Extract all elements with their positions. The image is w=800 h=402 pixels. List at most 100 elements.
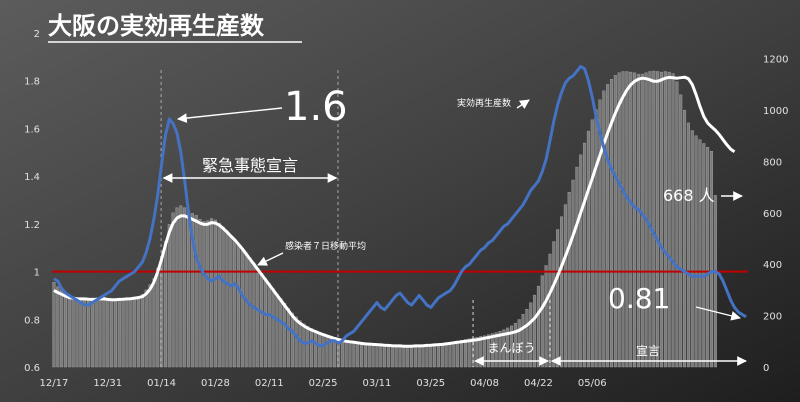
case-bar [648, 71, 652, 368]
case-bar [63, 293, 67, 368]
case-bar [444, 342, 448, 368]
case-bar [340, 339, 344, 368]
case-bar [363, 343, 367, 368]
case-bar [244, 252, 248, 368]
case-bar [236, 243, 241, 368]
case-bar [348, 341, 352, 368]
case-bar [56, 286, 60, 368]
case-bar [594, 109, 598, 368]
today-cases-label: 668 人 [663, 186, 715, 205]
y-left-tick: 1.4 [24, 172, 40, 183]
case-bar [283, 303, 287, 368]
period-guides [160, 70, 551, 367]
case-bar [571, 179, 575, 368]
y-left-tick: 2 [34, 29, 40, 40]
case-bar [656, 71, 660, 368]
case-bar [394, 345, 398, 368]
case-bar [702, 143, 706, 368]
case-bar [567, 192, 571, 368]
case-bar [440, 343, 444, 368]
case-bar [83, 299, 87, 368]
case-bar [125, 297, 129, 368]
case-bar [663, 71, 667, 368]
rt-line [53, 64, 747, 347]
case-bar [225, 230, 229, 368]
case-bar [156, 267, 160, 368]
case-bar [563, 204, 567, 368]
case-bar [640, 73, 644, 368]
case-bars [52, 70, 717, 368]
case-bar [321, 333, 325, 368]
case-bar [198, 219, 202, 368]
case-bar [183, 207, 187, 368]
case-bar [525, 309, 529, 368]
case-bar [260, 273, 264, 368]
case-bar [110, 299, 114, 368]
case-bar [186, 210, 191, 368]
case-bar [452, 341, 456, 368]
moving-average-line [53, 75, 736, 348]
case-bar [533, 294, 537, 368]
case-bar [629, 71, 633, 368]
case-bar [671, 73, 675, 368]
x-tick: 02/25 [309, 378, 338, 389]
case-bar [536, 285, 540, 368]
x-tick: 01/14 [147, 378, 176, 389]
y-right-tick: 800 [763, 157, 782, 168]
case-bar [417, 345, 421, 368]
case-bar [190, 213, 194, 368]
case-bar [486, 334, 490, 368]
case-bar [217, 222, 221, 368]
case-bar [652, 70, 656, 368]
case-bar [556, 229, 560, 368]
case-bar [679, 94, 683, 368]
series-lines [52, 64, 748, 348]
case-bar [352, 341, 356, 368]
y-left-tick: 0.8 [24, 315, 40, 326]
x-tick: 04/22 [524, 378, 553, 389]
case-bar [694, 135, 698, 368]
rt-series-label: 実効再生産数 [457, 97, 511, 109]
case-bar [517, 319, 521, 368]
case-bar [67, 297, 71, 368]
case-bar [552, 241, 556, 368]
y-right-tick: 1000 [763, 106, 788, 117]
case-bar [402, 345, 406, 368]
y-right-tick: 400 [763, 260, 782, 271]
x-tick: 12/31 [93, 378, 122, 389]
case-bar [248, 257, 252, 368]
case-bar [586, 130, 590, 368]
declaration-label: 宣言 [636, 343, 660, 358]
y-left-tick: 1 [34, 268, 40, 279]
case-bar [502, 329, 506, 368]
x-tick: 04/08 [470, 378, 499, 389]
case-bar [521, 314, 525, 368]
case-bar [433, 344, 437, 368]
case-bar [448, 342, 452, 368]
case-bar [598, 99, 602, 368]
case-bar [617, 72, 621, 368]
case-bar [509, 325, 514, 368]
case-bar [267, 283, 271, 368]
rt-label-pointer [516, 99, 530, 109]
case-bar [659, 71, 664, 368]
case-bar [675, 81, 679, 368]
case-bar [460, 340, 464, 368]
case-bar [356, 342, 360, 368]
case-bar [375, 344, 379, 368]
case-bar [494, 332, 498, 368]
case-bar [240, 248, 244, 368]
case-bar [406, 345, 410, 368]
state-of-emergency-label: 緊急事態宣言 [202, 156, 298, 175]
case-bar [90, 299, 94, 368]
case-bar [383, 344, 387, 368]
case-bar [148, 284, 152, 368]
current-rt-arrow [695, 306, 741, 321]
x-tick: 01/28 [201, 378, 230, 389]
x-tick: 12/17 [40, 378, 69, 389]
case-bar [298, 320, 302, 368]
case-bar [529, 302, 533, 368]
case-bar [506, 327, 510, 368]
case-bar [286, 308, 291, 368]
x-tick: 03/25 [416, 378, 445, 389]
